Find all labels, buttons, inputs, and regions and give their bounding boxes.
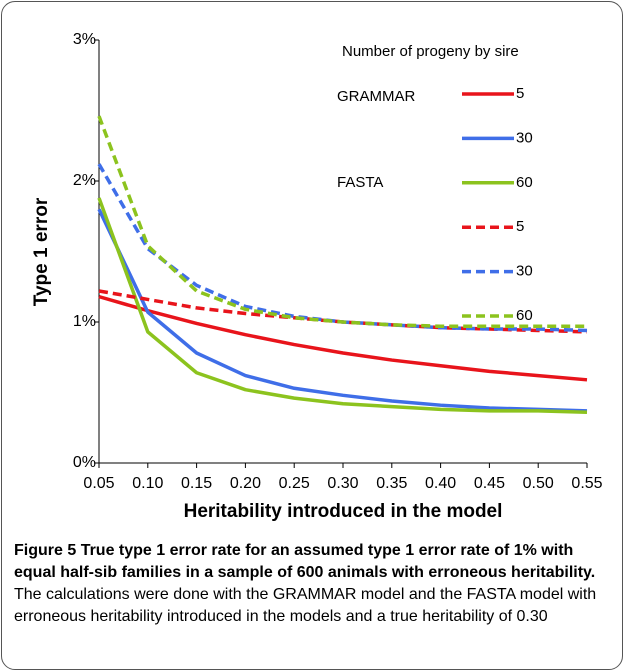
x-tick-label: 0.45: [474, 475, 505, 492]
caption-title: True type 1 error rate for an assumed ty…: [14, 542, 596, 581]
x-tick-label: 0.05: [83, 475, 114, 492]
x-tick-label: 0.55: [571, 475, 602, 492]
x-tick-label: 0.35: [376, 475, 407, 492]
legend-group: FASTA: [337, 174, 383, 191]
series-line: [98, 294, 588, 382]
series-line: [97, 208, 588, 413]
y-tick-label: 2%: [73, 172, 96, 189]
caption-text: The calculations were done with the GRAM…: [14, 586, 597, 625]
caption: Figure 5 True type 1 error rate for an a…: [14, 540, 610, 628]
legend-label: 30: [516, 263, 533, 280]
x-tick-label: 0.10: [132, 475, 163, 492]
y-axis-title: Type 1 error: [31, 197, 52, 306]
x-tick-label: 0.15: [181, 475, 212, 492]
legend-label: 5: [516, 85, 524, 102]
chart: Type 1 error Heritability introduced in …: [31, 31, 603, 522]
legend-title: Number of progeny by sire: [342, 43, 519, 60]
x-tick-label: 0.50: [523, 475, 554, 492]
legend-label: 5: [516, 218, 524, 235]
x-tick-label: 0.40: [425, 475, 456, 492]
legend-label: 60: [516, 174, 533, 191]
x-axis-title: Heritability introduced in the model: [184, 501, 503, 522]
y-tick-label: 0%: [73, 454, 96, 471]
y-tick-label: 1%: [73, 313, 96, 330]
legend-label: 60: [516, 307, 533, 324]
x-tick-label: 0.20: [230, 475, 261, 492]
y-tick-label: 3%: [73, 31, 96, 48]
series-line: [97, 115, 587, 328]
legend-label: 30: [516, 129, 533, 146]
x-tick-label: 0.25: [279, 475, 310, 492]
legend-group: GRAMMAR: [337, 88, 416, 105]
caption-label: Figure 5: [14, 542, 77, 559]
x-tick-label: 0.30: [327, 475, 358, 492]
series-line: [97, 197, 588, 414]
